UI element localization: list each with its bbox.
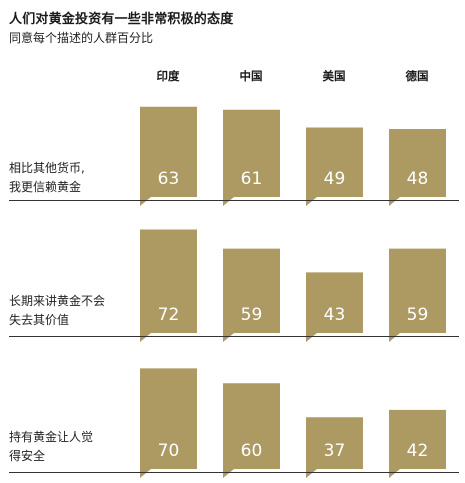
statement-line: 持有黄金让人觉: [9, 430, 94, 444]
bar-china-row1: [223, 109, 280, 206]
bar-china-row3: [223, 383, 280, 478]
value-label-germany-row2: 59: [407, 305, 429, 325]
value-label-china-row1: 61: [241, 169, 263, 189]
bar-germany-row3: [389, 409, 446, 478]
bar-india-row3: [140, 368, 197, 478]
value-label-usa-row3: 37: [324, 441, 346, 461]
value-label-india-row2: 72: [158, 305, 180, 325]
statement-line: 长期来讲黄金不会: [9, 294, 106, 308]
statement-label-keeps-value: 长期来讲黄金不会 失去其价值: [9, 292, 129, 330]
chart-title: 人们对黄金投资有一些非常积极的态度: [9, 12, 234, 27]
statement-line: 相比其他货币,: [9, 161, 85, 175]
country-label-germany: 德国: [405, 69, 429, 83]
country-label-usa: 美国: [322, 69, 346, 83]
bar-usa-row1: [306, 127, 363, 206]
chart-subtitle: 同意每个描述的人群百分比: [9, 31, 154, 45]
statement-line: 得安全: [9, 449, 46, 463]
bar-india-row1: [140, 106, 197, 206]
bar-germany-row1: [389, 128, 446, 206]
bar-india-row2: [140, 229, 197, 342]
value-label-germany-row3: 42: [407, 441, 429, 461]
bar-china-row2: [223, 248, 280, 342]
statement-label-feels-safe: 持有黄金让人觉 得安全: [9, 428, 129, 466]
bar-germany-row2: [389, 248, 446, 342]
value-label-usa-row2: 43: [324, 305, 346, 325]
country-label-china: 中国: [239, 69, 263, 83]
value-label-china-row2: 59: [241, 305, 263, 325]
value-label-usa-row1: 49: [324, 169, 346, 189]
statement-line: 我更信赖黄金: [9, 180, 82, 194]
value-label-india-row3: 70: [158, 441, 180, 461]
bar-usa-row2: [306, 272, 363, 342]
value-label-india-row1: 63: [158, 169, 180, 189]
bar-usa-row3: [306, 417, 363, 478]
country-label-india: 印度: [156, 69, 180, 83]
value-label-germany-row1: 48: [407, 169, 429, 189]
statement-line: 失去其价值: [9, 313, 70, 327]
value-label-china-row3: 60: [241, 441, 263, 461]
statement-label-trust-gold: 相比其他货币, 我更信赖黄金: [9, 159, 129, 197]
